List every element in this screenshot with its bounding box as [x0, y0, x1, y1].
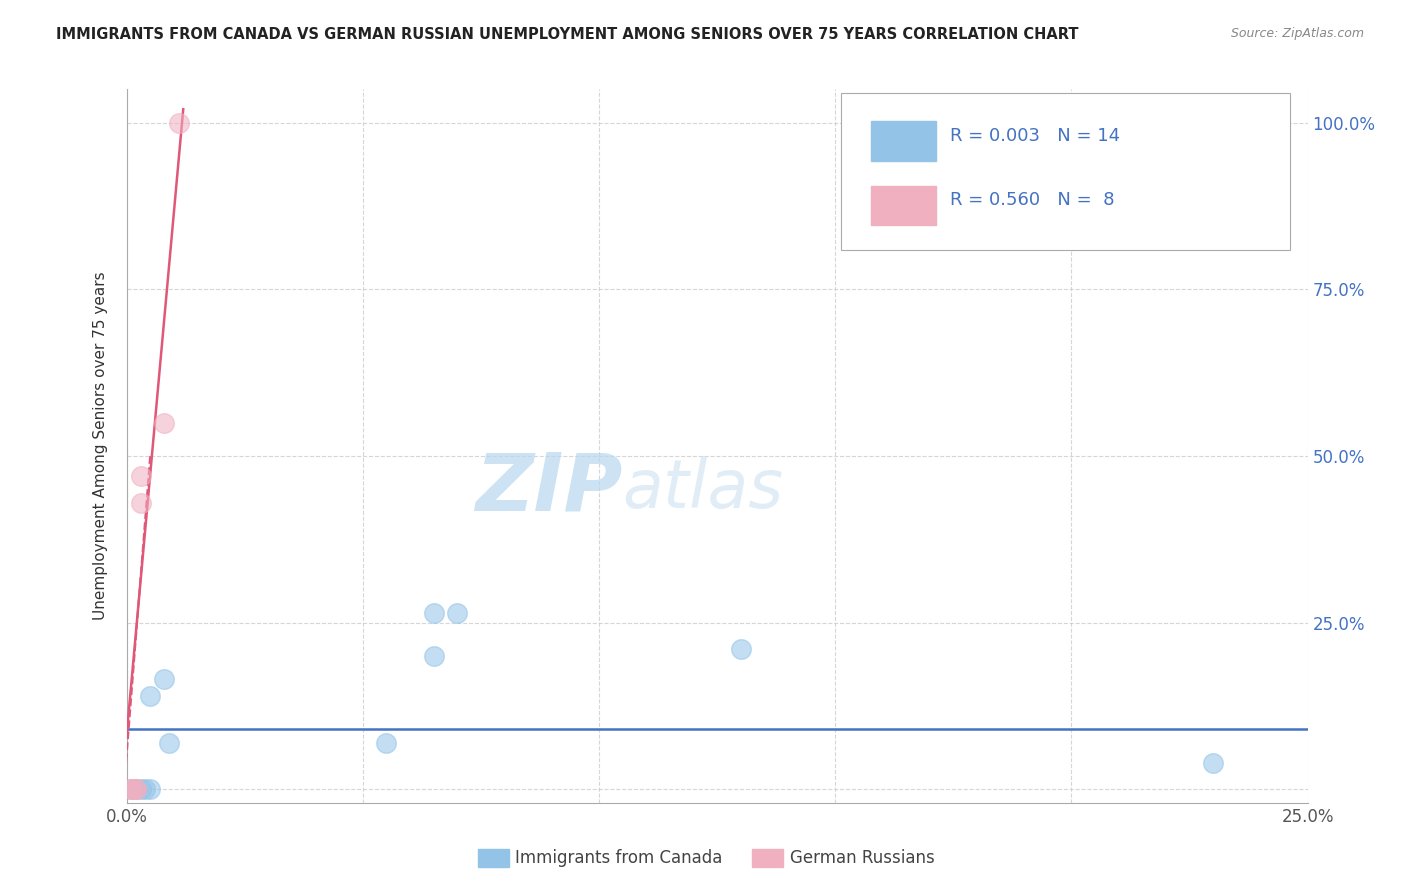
Point — [422, 649, 444, 664]
FancyBboxPatch shape — [841, 93, 1289, 250]
Text: IMMIGRANTS FROM CANADA VS GERMAN RUSSIAN UNEMPLOYMENT AMONG SENIORS OVER 75 YEAR: IMMIGRANTS FROM CANADA VS GERMAN RUSSIAN… — [56, 27, 1078, 42]
Point — [125, 782, 148, 797]
Y-axis label: Unemployment Among Seniors over 75 years: Unemployment Among Seniors over 75 years — [93, 272, 108, 620]
Point — [120, 782, 142, 797]
Text: R = 0.003   N = 14: R = 0.003 N = 14 — [949, 127, 1119, 145]
Text: R = 0.560   N =  8: R = 0.560 N = 8 — [949, 191, 1114, 209]
Text: ZIP: ZIP — [475, 450, 623, 528]
Point — [375, 736, 398, 750]
Point — [125, 782, 148, 797]
Text: Immigrants from Canada: Immigrants from Canada — [515, 849, 721, 867]
Point — [153, 673, 176, 687]
Point — [120, 782, 142, 797]
Text: Source: ZipAtlas.com: Source: ZipAtlas.com — [1230, 27, 1364, 40]
Point — [157, 736, 180, 750]
Point — [129, 469, 152, 483]
Text: atlas: atlas — [623, 456, 783, 522]
Point — [422, 606, 444, 620]
Point — [139, 689, 162, 703]
Point — [139, 782, 162, 797]
Point — [134, 782, 156, 797]
Point — [125, 782, 148, 797]
Point — [120, 782, 142, 797]
Point — [446, 606, 468, 620]
Text: German Russians: German Russians — [790, 849, 935, 867]
Bar — [870, 121, 935, 161]
Bar — [870, 186, 935, 225]
Point — [129, 496, 152, 510]
Point — [730, 642, 752, 657]
Point — [1202, 756, 1225, 770]
Point — [167, 115, 190, 129]
Point — [129, 782, 152, 797]
Point — [153, 416, 176, 430]
